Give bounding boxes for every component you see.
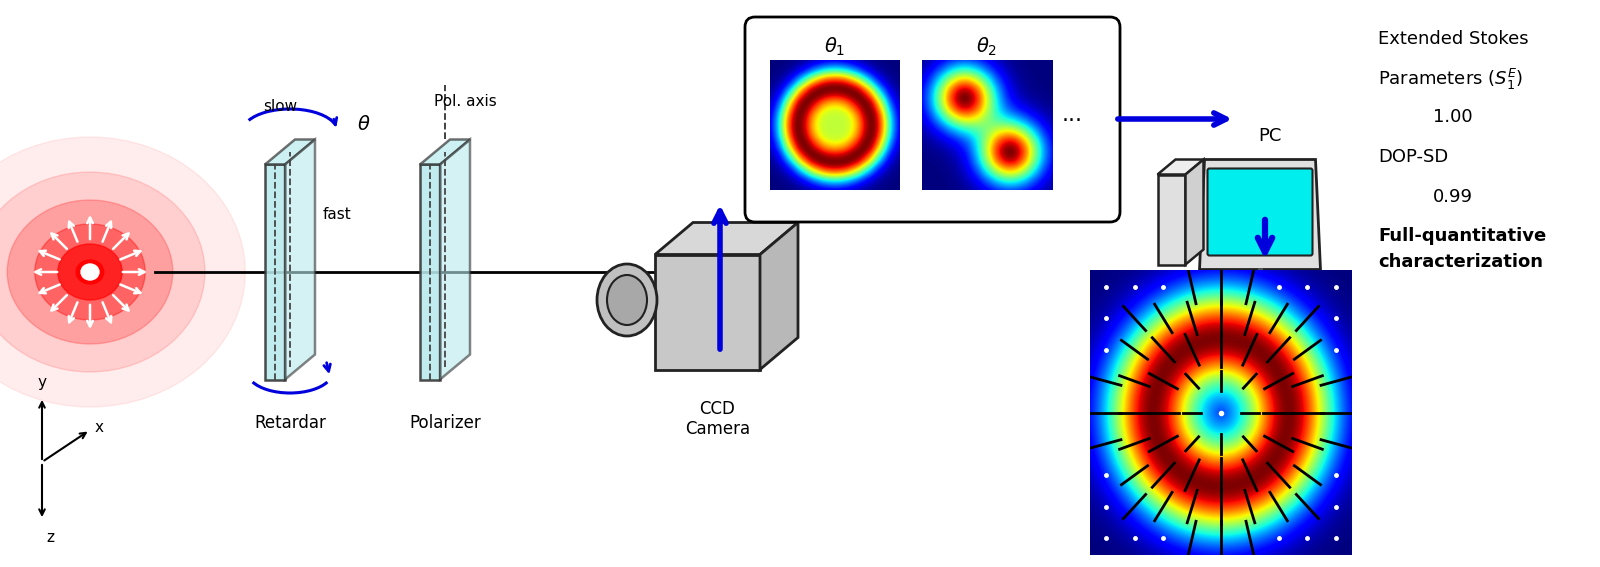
Polygon shape [654,255,760,370]
Ellipse shape [8,200,173,344]
Polygon shape [1186,159,1203,264]
Ellipse shape [0,137,245,407]
Polygon shape [1200,159,1320,269]
Text: z: z [46,530,54,545]
Text: x: x [94,420,104,434]
Ellipse shape [597,264,658,336]
Text: Retardar: Retardar [254,414,326,433]
FancyBboxPatch shape [1208,168,1312,256]
Polygon shape [285,139,315,379]
Ellipse shape [606,275,646,325]
Polygon shape [1222,291,1298,307]
Text: Extended Stokes: Extended Stokes [1378,30,1528,48]
Text: 1.00: 1.00 [1434,108,1472,126]
Text: 0.99: 0.99 [1434,188,1474,206]
Polygon shape [1157,159,1203,175]
Ellipse shape [82,264,99,280]
Text: $\theta_1$: $\theta_1$ [824,36,846,58]
Text: DOP-SD: DOP-SD [1378,148,1448,166]
Text: ...: ... [1061,104,1083,125]
Ellipse shape [58,244,122,300]
FancyBboxPatch shape [746,17,1120,222]
Text: fast: fast [323,207,352,222]
Polygon shape [419,164,440,379]
Polygon shape [1157,175,1186,264]
Polygon shape [760,222,798,370]
Text: slow: slow [262,99,298,115]
Text: Polarizer: Polarizer [410,414,482,433]
Text: CCD
Camera: CCD Camera [685,400,750,438]
Text: PC: PC [1258,126,1282,145]
Polygon shape [266,164,285,379]
Ellipse shape [35,224,146,320]
Polygon shape [419,139,470,164]
Ellipse shape [77,260,104,284]
Polygon shape [440,139,470,379]
Text: Full-quantitative
characterization: Full-quantitative characterization [1378,227,1546,271]
Polygon shape [654,222,798,255]
Ellipse shape [0,172,205,372]
Text: y: y [37,375,46,390]
Text: $\theta_2$: $\theta_2$ [976,36,997,58]
Text: $\theta$: $\theta$ [357,116,371,134]
Polygon shape [266,139,315,164]
Text: Pol. axis: Pol. axis [434,95,496,109]
Text: Parameters ($S_1^E$): Parameters ($S_1^E$) [1378,66,1523,91]
